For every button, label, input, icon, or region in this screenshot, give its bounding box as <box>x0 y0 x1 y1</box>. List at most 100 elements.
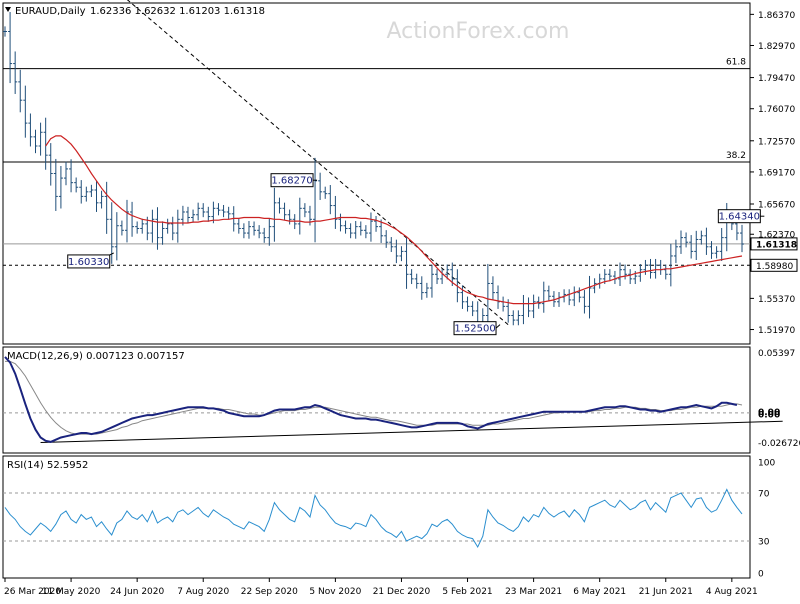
collapse-triangle-icon[interactable] <box>5 7 11 12</box>
price-bar <box>38 122 43 156</box>
price-bar <box>607 269 612 282</box>
price-bar <box>409 269 414 285</box>
price-bar <box>114 212 119 261</box>
rsi-panel-frame <box>2 455 751 579</box>
price-bar <box>358 221 363 236</box>
price-y-tick-label: 1.69170 <box>758 168 795 178</box>
price-bar <box>8 11 13 84</box>
macd-trendline <box>40 420 783 443</box>
price-bar <box>343 220 348 234</box>
price-bar <box>267 218 272 246</box>
price-bar <box>206 206 211 222</box>
price-tag: 1.61318 <box>750 237 798 251</box>
price-bar <box>3 26 7 37</box>
rsi-y-tick-label: 0 <box>758 570 764 580</box>
price-bar <box>140 218 145 234</box>
price-y-tick-label: 1.76070 <box>758 105 795 115</box>
price-bar <box>628 269 633 285</box>
price-bar <box>516 310 521 326</box>
price-y-tick-label: 1.55370 <box>758 295 795 305</box>
svg-text:1.58980: 1.58980 <box>756 262 793 272</box>
price-bar <box>99 190 104 209</box>
price-bar <box>318 172 323 200</box>
x-tick-label: 6 May 2021 <box>573 587 626 597</box>
price-bar <box>28 113 33 147</box>
price-bar <box>623 264 628 280</box>
price-bar <box>216 203 221 216</box>
macd-y-tick-label: 0.05397 <box>758 349 795 359</box>
macd-y-tick-label: 0.00 <box>758 410 780 420</box>
price-bar <box>363 225 368 239</box>
price-y-tick-label: 1.65670 <box>758 201 795 211</box>
price-bar <box>719 228 724 261</box>
price-bar <box>490 276 495 300</box>
price-bar <box>221 204 226 218</box>
svg-text:1.60330: 1.60330 <box>68 257 109 268</box>
price-bar <box>531 294 536 319</box>
price-bar <box>119 220 124 236</box>
price-bar <box>643 259 648 275</box>
price-bar <box>577 287 582 303</box>
price-bar <box>79 180 84 204</box>
price-bar <box>246 220 251 239</box>
price-bar <box>185 206 190 223</box>
price-bar <box>399 246 404 262</box>
price-bar <box>226 206 231 219</box>
price-bar <box>384 230 389 248</box>
x-tick-label: 21 Dec 2020 <box>373 587 431 597</box>
price-bar <box>58 165 63 209</box>
price-bar <box>714 246 719 259</box>
price-bar <box>374 215 379 232</box>
price-bar <box>699 230 704 245</box>
price-bar <box>63 161 68 186</box>
ohlc-readout: 1.62336 1.62632 1.61203 1.61318 <box>90 6 265 17</box>
price-y-tick-label: 1.86370 <box>758 11 795 21</box>
price-bar <box>546 285 551 302</box>
price-bar <box>511 310 516 326</box>
price-tag: 1.58980 <box>750 258 798 272</box>
x-tick-label: 7 Aug 2020 <box>177 587 229 597</box>
price-bar <box>419 276 424 300</box>
price-panel-frame <box>2 2 751 345</box>
price-callout: 1.52500 <box>453 321 501 336</box>
price-bar <box>470 301 475 317</box>
price-bar <box>404 236 409 289</box>
price-bar <box>130 201 135 237</box>
price-bar <box>709 241 714 259</box>
price-bar <box>424 282 429 298</box>
price-bar <box>236 218 241 234</box>
moving-average-line <box>45 135 743 305</box>
price-bar <box>348 223 353 239</box>
price-bar <box>18 69 23 113</box>
svg-text:1.52500: 1.52500 <box>454 324 495 335</box>
price-y-tick-label: 1.62370 <box>758 231 795 241</box>
price-bar <box>170 216 175 241</box>
price-bar <box>69 159 74 193</box>
price-bar <box>297 197 302 235</box>
price-y-tick-label: 1.79470 <box>758 74 795 84</box>
price-bar <box>551 291 556 307</box>
price-bar <box>704 227 709 255</box>
macd-title: MACD(12,26,9) 0.007123 0.007157 <box>7 351 185 362</box>
price-callout: 1.68270 <box>270 173 318 188</box>
price-bar <box>53 158 58 211</box>
macd-signal-line <box>5 360 743 435</box>
macd-line <box>4 356 738 443</box>
price-callout: 1.60330 <box>67 252 114 269</box>
x-tick-label: 24 Jun 2020 <box>110 587 164 597</box>
macd-y-tick-label: -0.026726 <box>758 439 800 449</box>
price-bar <box>740 224 744 253</box>
x-tick-label: 5 Feb 2021 <box>442 587 492 597</box>
price-bar <box>89 184 94 197</box>
symbol-label: EURAUD,Daily <box>15 6 86 17</box>
price-bar <box>582 290 587 314</box>
svg-text:1.61318: 1.61318 <box>756 240 797 250</box>
price-y-tick-label: 1.82970 <box>758 42 795 52</box>
price-bar <box>414 273 419 289</box>
fib-level-label: 38.2 <box>726 151 746 161</box>
price-bar <box>74 177 79 193</box>
watermark: ActionForex.com <box>387 19 570 44</box>
